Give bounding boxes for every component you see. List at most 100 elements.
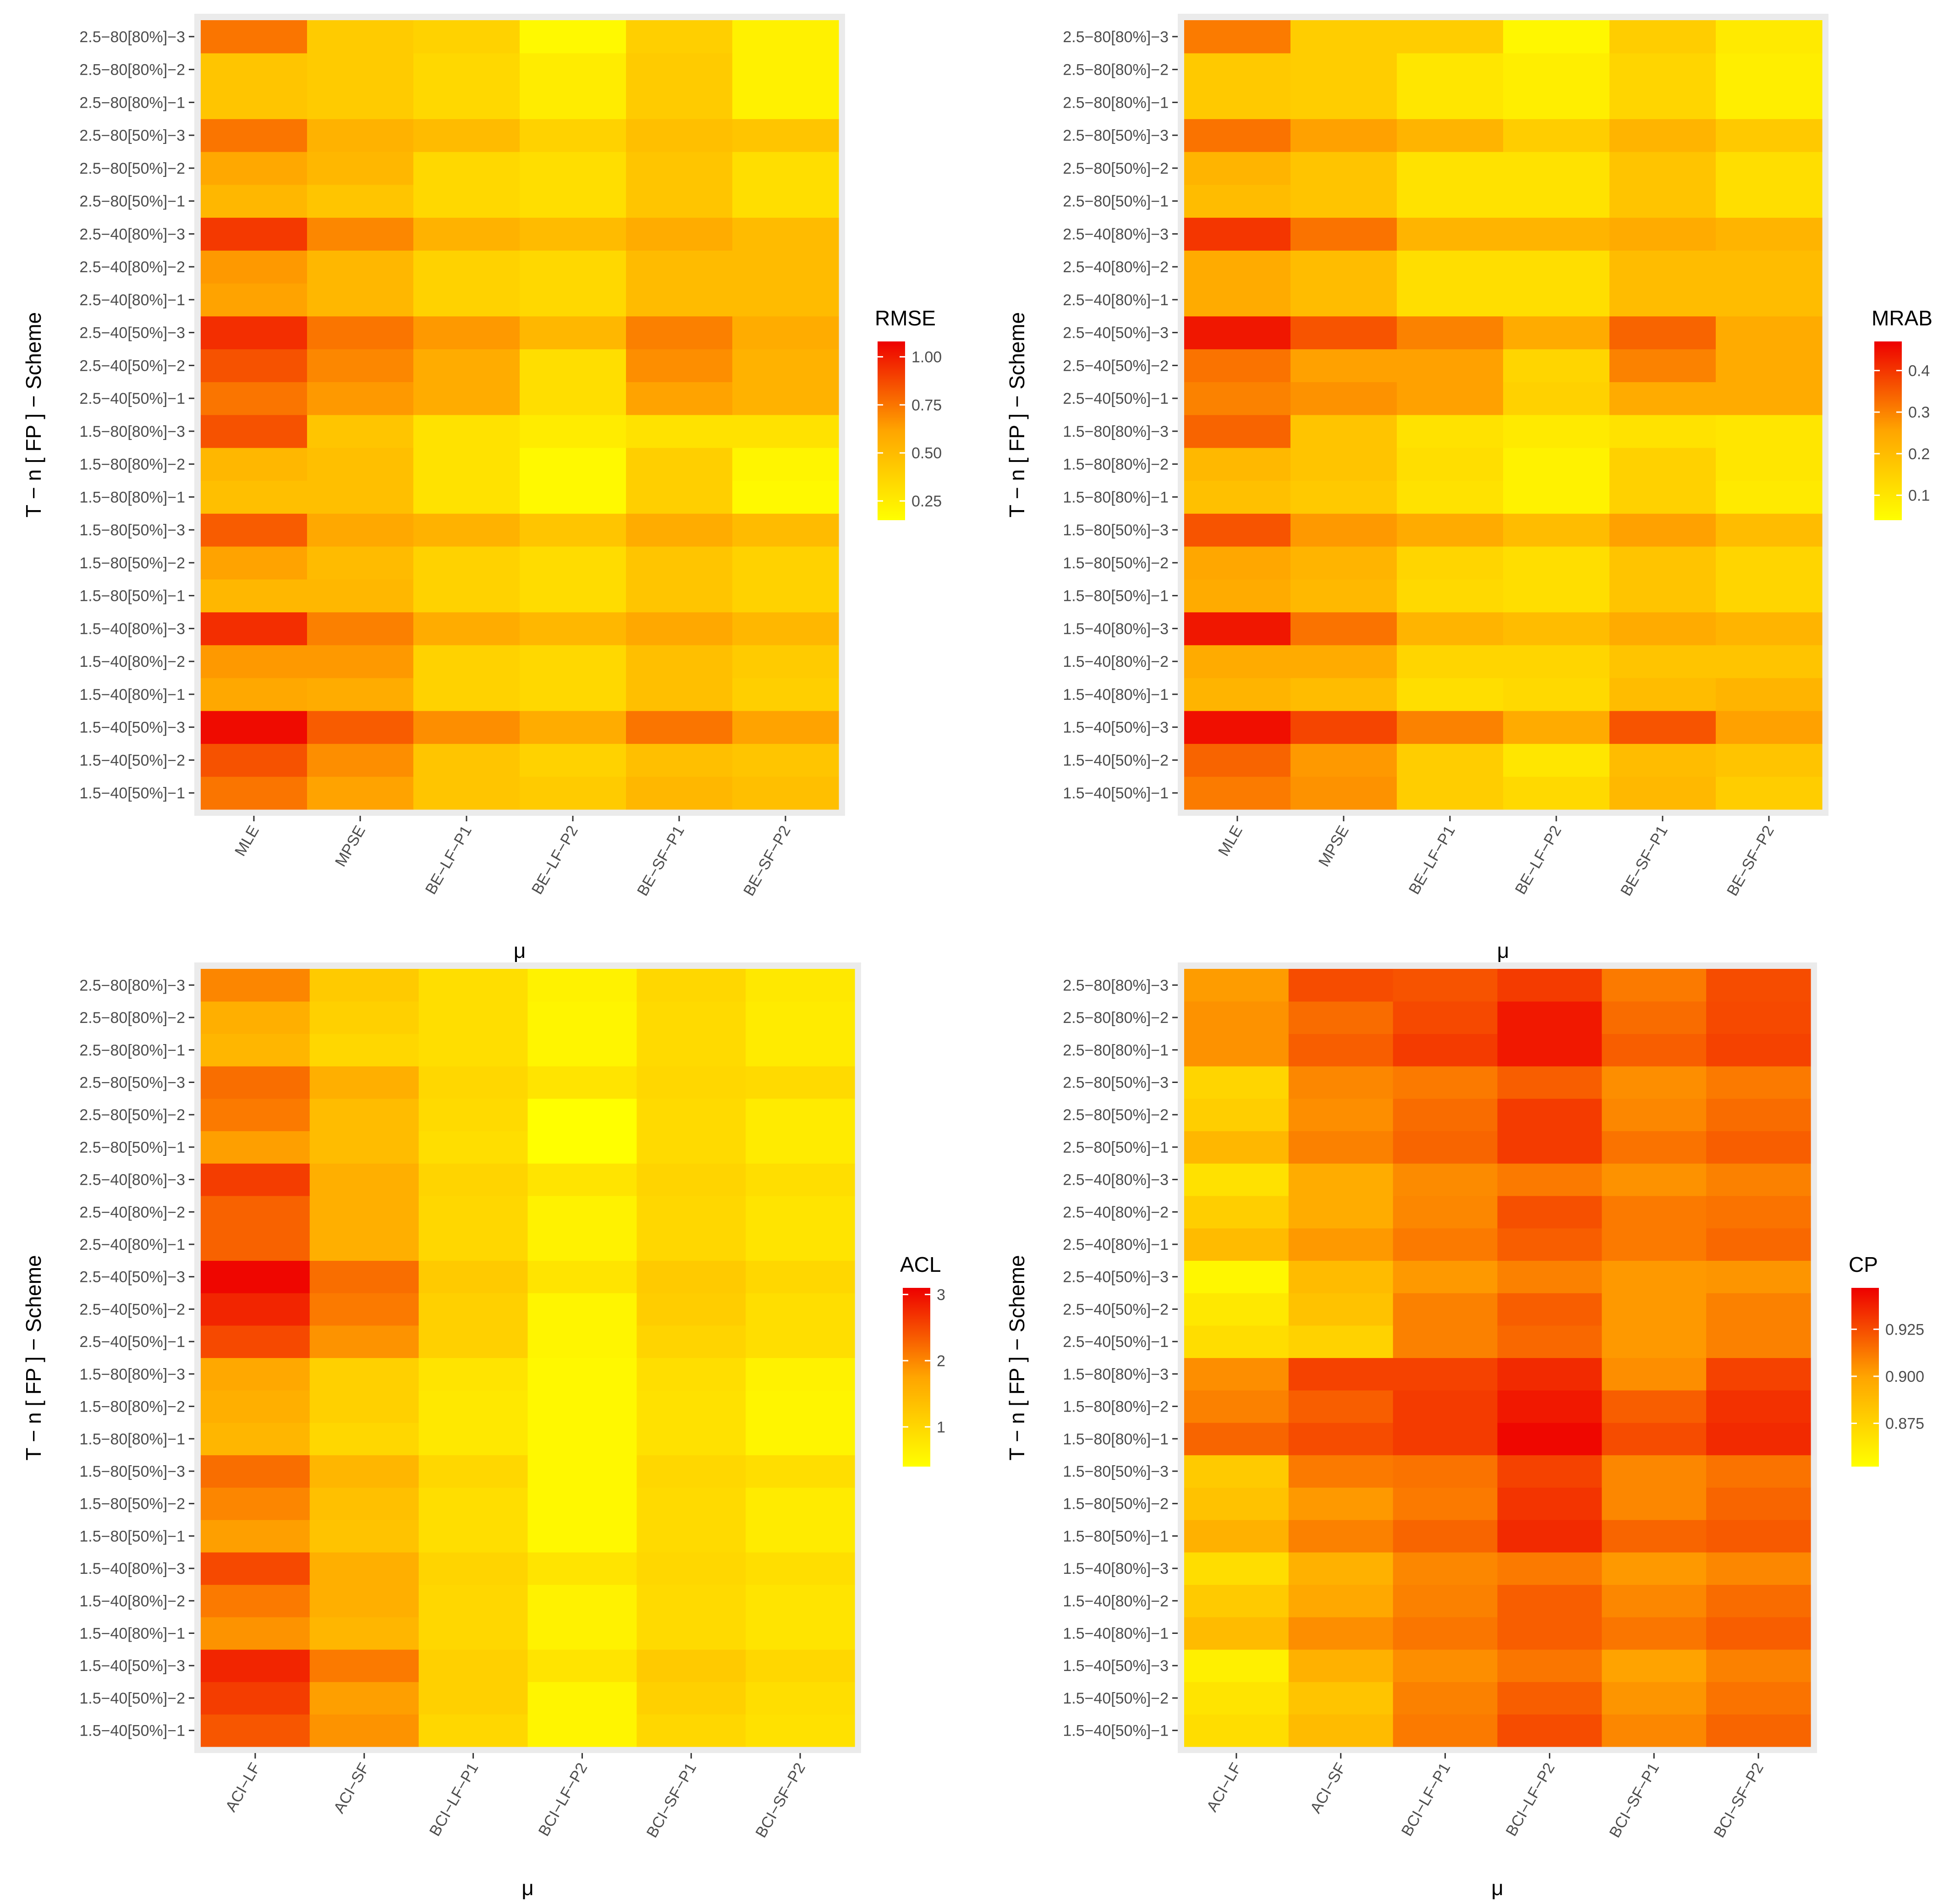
heatmap-tile bbox=[626, 415, 733, 448]
heatmap-tile bbox=[413, 447, 520, 481]
heatmap-tile bbox=[1609, 86, 1716, 119]
heatmap-tile bbox=[1716, 546, 1823, 580]
heatmap-tile bbox=[201, 86, 307, 119]
heatmap-tile bbox=[746, 1617, 855, 1650]
x-tick-label: BE−SF−P2 bbox=[1724, 823, 1778, 899]
heatmap-tile bbox=[1184, 645, 1291, 678]
heatmap-tile bbox=[1288, 1455, 1394, 1488]
heatmap-tile bbox=[413, 283, 520, 317]
heatmap-tile bbox=[418, 1195, 528, 1229]
x-tick-label: BCI−LF−P2 bbox=[1503, 1760, 1559, 1839]
heatmap-tile bbox=[520, 776, 626, 810]
heatmap-tile bbox=[1184, 1714, 1289, 1747]
heatmap-tile bbox=[307, 513, 414, 547]
heatmap-tile bbox=[309, 1390, 419, 1423]
heatmap-tile bbox=[1497, 1455, 1602, 1488]
heatmap-tile bbox=[1290, 20, 1397, 54]
heatmap-tile bbox=[637, 1552, 746, 1585]
heatmap-tile bbox=[626, 184, 733, 218]
heatmap-tile bbox=[1290, 217, 1397, 251]
heatmap-tile bbox=[527, 1520, 637, 1553]
heatmap-tile bbox=[637, 1098, 746, 1132]
heatmap-tile bbox=[418, 1682, 528, 1715]
heatmap-tile bbox=[201, 1455, 310, 1488]
y-tick-label: 2.5−80[50%]−2 bbox=[1063, 1106, 1169, 1124]
heatmap-tile bbox=[1184, 1682, 1289, 1715]
heatmap-tile bbox=[520, 612, 626, 645]
heatmap-tile bbox=[1706, 1260, 1811, 1293]
heatmap-tile bbox=[1397, 579, 1504, 613]
heatmap-tile bbox=[1393, 1228, 1498, 1261]
heatmap-tile bbox=[1184, 415, 1291, 448]
heatmap-tile bbox=[1706, 1131, 1811, 1164]
heatmap-tile bbox=[520, 283, 626, 317]
heatmap-tile bbox=[746, 1584, 855, 1617]
heatmap-tile bbox=[1609, 152, 1716, 185]
heatmap-tile bbox=[201, 1714, 310, 1747]
heatmap-tile bbox=[732, 546, 839, 580]
heatmap-tile bbox=[637, 1714, 746, 1747]
y-tick-label: 2.5−40[50%]−1 bbox=[79, 390, 185, 407]
heatmap-tile bbox=[1497, 1714, 1602, 1747]
x-tick-label: BE−LF−P1 bbox=[1405, 823, 1459, 897]
x-tick-label: ACI−LF bbox=[222, 1760, 264, 1815]
heatmap-panel-3: 1.5−40[50%]−1 1.5−40[50%]−2 1.5−40[50%]−3 1… bbox=[22, 962, 945, 1900]
heatmap-tile bbox=[626, 776, 733, 810]
heatmap-tile bbox=[1503, 184, 1610, 218]
heatmap-tile bbox=[520, 119, 626, 152]
heatmap-tile bbox=[732, 349, 839, 382]
heatmap-tile bbox=[637, 1260, 746, 1293]
heatmap-tile bbox=[1288, 1520, 1394, 1553]
heatmap-tile bbox=[527, 1131, 637, 1164]
heatmap-tile bbox=[1397, 349, 1504, 382]
heatmap-tile bbox=[520, 349, 626, 382]
heatmap-tile bbox=[201, 1520, 310, 1553]
heatmap-tile bbox=[1706, 1033, 1811, 1066]
heatmap-tile bbox=[309, 969, 419, 1002]
heatmap-tile bbox=[527, 1325, 637, 1358]
heatmap-tile bbox=[1503, 415, 1610, 448]
heatmap-tile bbox=[418, 1649, 528, 1682]
heatmap-tile bbox=[1184, 1422, 1289, 1456]
heatmap-tile bbox=[1397, 480, 1504, 514]
heatmap-tile bbox=[1290, 710, 1397, 744]
heatmap-tile bbox=[1184, 119, 1291, 152]
y-tick-label: 2.5−80[80%]−2 bbox=[1063, 1009, 1169, 1027]
heatmap-tile bbox=[1397, 316, 1504, 350]
heatmap-tile bbox=[1397, 710, 1504, 744]
heatmap-tile bbox=[1184, 546, 1291, 580]
heatmap-tile bbox=[309, 1098, 419, 1132]
heatmap-tile bbox=[746, 1131, 855, 1164]
heatmap-tile bbox=[520, 710, 626, 744]
heatmap-tile bbox=[418, 1098, 528, 1132]
y-tick-label: 2.5−80[80%]−1 bbox=[79, 94, 185, 111]
heatmap-tile bbox=[1602, 1033, 1707, 1066]
heatmap-tile bbox=[527, 1584, 637, 1617]
legend-colorbar bbox=[903, 1288, 930, 1467]
heatmap-tile bbox=[1503, 710, 1610, 744]
heatmap-tile bbox=[1290, 53, 1397, 87]
heatmap-tile bbox=[1602, 1260, 1707, 1293]
heatmap-tile bbox=[1397, 86, 1504, 119]
heatmap-tile bbox=[1503, 316, 1610, 350]
heatmap-tile bbox=[1288, 1682, 1394, 1715]
heatmap-tile bbox=[1706, 969, 1811, 1002]
y-tick-label: 2.5−40[50%]−3 bbox=[1063, 1269, 1169, 1286]
heatmap-tile bbox=[1290, 678, 1397, 711]
heatmap-tile bbox=[1706, 1520, 1811, 1553]
heatmap-tile bbox=[1609, 53, 1716, 87]
y-tick-label: 1.5−80[50%]−2 bbox=[79, 555, 185, 572]
y-tick-label: 2.5−40[80%]−2 bbox=[79, 1204, 185, 1221]
y-tick-label: 1.5−80[50%]−1 bbox=[79, 1528, 185, 1545]
heatmap-tile bbox=[1184, 1520, 1289, 1553]
heatmap-tile bbox=[520, 184, 626, 218]
y-tick-label: 1.5−40[50%]−2 bbox=[79, 752, 185, 769]
heatmap-tile bbox=[201, 1033, 310, 1066]
heatmap-tile bbox=[1609, 678, 1716, 711]
heatmap-tile bbox=[201, 1293, 310, 1326]
heatmap-tile bbox=[1706, 1163, 1811, 1196]
heatmap-tile bbox=[1184, 20, 1291, 54]
heatmap-tile bbox=[520, 579, 626, 613]
heatmap-tile bbox=[307, 480, 414, 514]
heatmap-tile bbox=[1503, 743, 1610, 777]
